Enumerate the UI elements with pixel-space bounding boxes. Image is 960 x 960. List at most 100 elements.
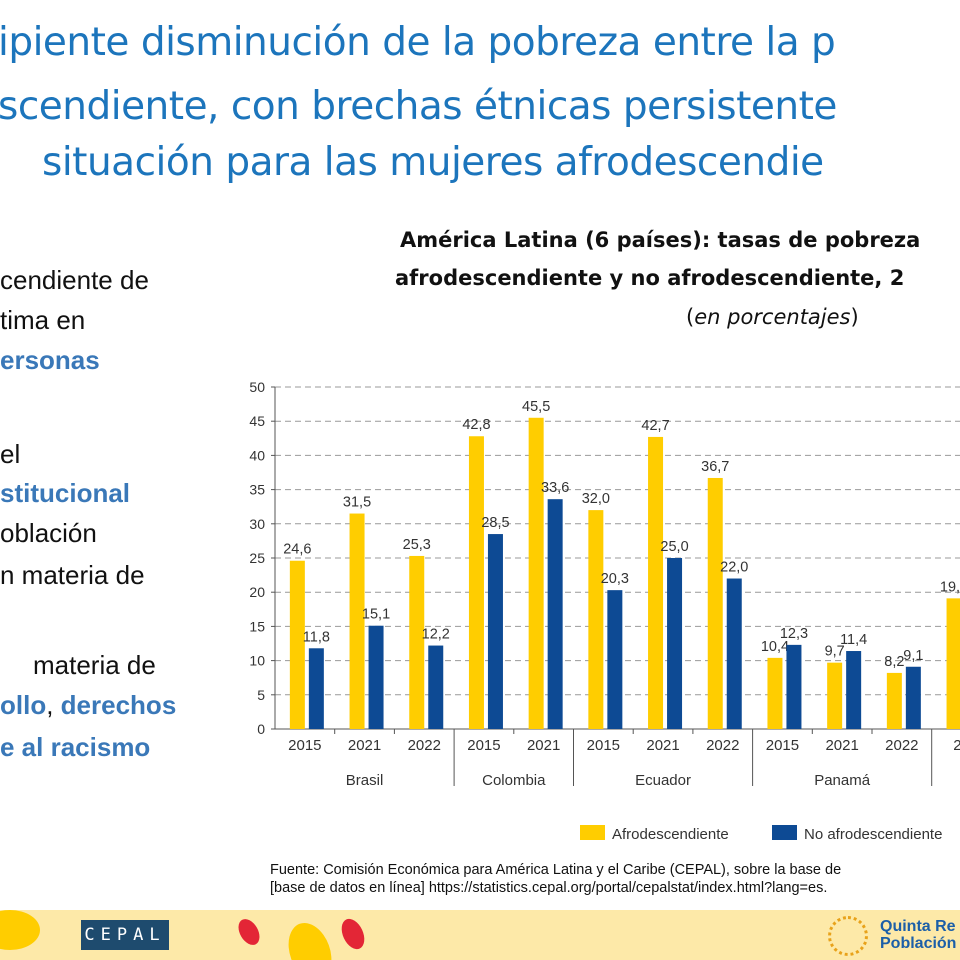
bar-afro: [289, 560, 305, 729]
left-text: ,: [46, 690, 61, 720]
data-label: 9,7: [825, 644, 845, 660]
x-tick-label: 2015: [587, 737, 620, 754]
x-tick-label: 2022: [408, 737, 441, 754]
bar-afro: [528, 417, 544, 729]
data-label: 33,6: [541, 480, 569, 496]
data-label: 31,5: [343, 495, 371, 511]
bar-chart: 0 5 10 15 20 25 30 35 40 45 50 2015 24,6 11,8 2021 31,5…: [249, 379, 960, 843]
slide-title-line-3: situación para las mujeres afrodescendie: [42, 140, 824, 185]
data-label: 22,0: [720, 560, 748, 576]
bar-no-afro: [547, 499, 563, 729]
data-label: 11,8: [303, 629, 330, 645]
group-label: Brasil: [346, 772, 384, 789]
x-tick-label: 2021: [527, 737, 560, 754]
y-tick-label: 20: [249, 584, 265, 600]
bar-afro: [409, 555, 425, 729]
legend-label: No afrodescendiente: [804, 826, 942, 843]
chart-subtitle: (en porcentajes): [686, 305, 859, 329]
bar-no-afro: [368, 625, 384, 729]
left-text: materia de: [33, 650, 156, 680]
data-label: 25,3: [403, 537, 431, 553]
y-tick-label: 5: [257, 687, 265, 703]
bar-no-afro: [607, 590, 623, 729]
decorative-ellipse: [280, 916, 340, 960]
left-text: el: [0, 439, 21, 469]
bar-no-afro: [786, 644, 802, 729]
logo-text-1: Quinta Re: [880, 918, 956, 935]
data-label: 32,0: [582, 491, 610, 507]
bar-afro: [349, 513, 365, 729]
data-label: 11,4: [840, 632, 867, 648]
y-tick-label: 35: [249, 482, 265, 498]
data-label: 24,6: [283, 542, 311, 558]
legend-swatch: [772, 825, 797, 840]
data-label: 8,2: [884, 654, 904, 670]
data-label: 45,5: [522, 399, 550, 415]
data-label: 28,5: [481, 515, 509, 531]
bar-afro: [827, 662, 843, 729]
left-text-highlight: derechos: [60, 690, 177, 720]
data-label: 12,3: [780, 626, 808, 642]
x-tick-label: 2015: [288, 737, 321, 754]
conference-logo-text: Quinta Re Población: [880, 918, 956, 952]
data-label: 42,7: [641, 418, 669, 434]
data-label: 20,3: [601, 571, 629, 587]
x-tick-label: 2021: [825, 737, 858, 754]
left-text: e al racismo: [0, 732, 151, 762]
legend-label: Afrodescendiente: [612, 826, 729, 843]
data-label: 15,1: [362, 607, 390, 623]
x-tick-label: 2015: [766, 737, 799, 754]
y-tick-label: 10: [249, 653, 265, 669]
left-text: cendiente de: [0, 265, 149, 295]
data-label: 9,1: [903, 648, 923, 664]
decorative-ellipse: [234, 915, 264, 949]
bar-afro: [468, 436, 484, 729]
left-text: stitucional: [0, 478, 131, 508]
left-text: ersonas: [0, 345, 100, 375]
chart-subtitle-text: en porcentajes: [694, 305, 851, 329]
logo-text-2: Población: [880, 935, 957, 952]
bar-afro: [767, 657, 783, 729]
group-label: Ecuador: [635, 772, 691, 789]
bar-no-afro: [428, 645, 444, 729]
bar-no-afro: [308, 648, 324, 729]
data-label: 36,7: [701, 459, 729, 475]
footer-band: CEPAL Quinta Re Población: [0, 910, 960, 960]
data-label: 42,8: [462, 417, 490, 433]
decorative-ellipse: [0, 910, 40, 950]
source-line-2: [base de datos en línea] https://statist…: [270, 880, 828, 896]
x-tick-label: 2021: [646, 737, 679, 754]
data-label: 19,1: [940, 579, 960, 595]
bar-no-afro: [846, 651, 862, 729]
left-text: n materia de: [0, 560, 145, 590]
bar-no-afro: [667, 558, 683, 729]
y-tick-label: 0: [257, 721, 265, 737]
x-tick-label: 2015: [467, 737, 500, 754]
y-tick-label: 50: [249, 379, 265, 395]
bar-no-afro: [487, 534, 503, 729]
data-label: 10,4: [761, 639, 789, 655]
chart-title-line-1: América Latina (6 países): tasas de pobr…: [400, 228, 921, 252]
bar-afro: [886, 672, 902, 729]
bar-afro: [946, 598, 960, 729]
legend-swatch: [580, 825, 605, 840]
y-tick-label: 45: [249, 413, 265, 429]
y-tick-label: 40: [249, 447, 265, 463]
decorative-ellipse: [337, 915, 369, 953]
x-tick-label: 2022: [885, 737, 918, 754]
left-text: ollo, derechos: [0, 690, 176, 721]
left-text: tima en: [0, 305, 86, 335]
x-tick-label: 2021: [348, 737, 381, 754]
left-text: oblación: [0, 518, 97, 548]
y-tick-label: 25: [249, 550, 265, 566]
bar-no-afro: [726, 578, 742, 729]
conference-logo-icon: [828, 916, 868, 956]
slide-title-line-2: scendiente, con brechas étnicas persiste…: [0, 84, 837, 129]
x-tick-label: 20: [953, 737, 960, 754]
left-text-highlight: ollo: [0, 690, 47, 720]
y-tick-label: 30: [249, 516, 265, 532]
chart-title-line-2: afrodescendiente y no afrodescendiente, …: [395, 266, 905, 290]
bar-afro: [707, 477, 723, 729]
bar-afro: [648, 436, 664, 729]
bar-no-afro: [905, 666, 921, 729]
